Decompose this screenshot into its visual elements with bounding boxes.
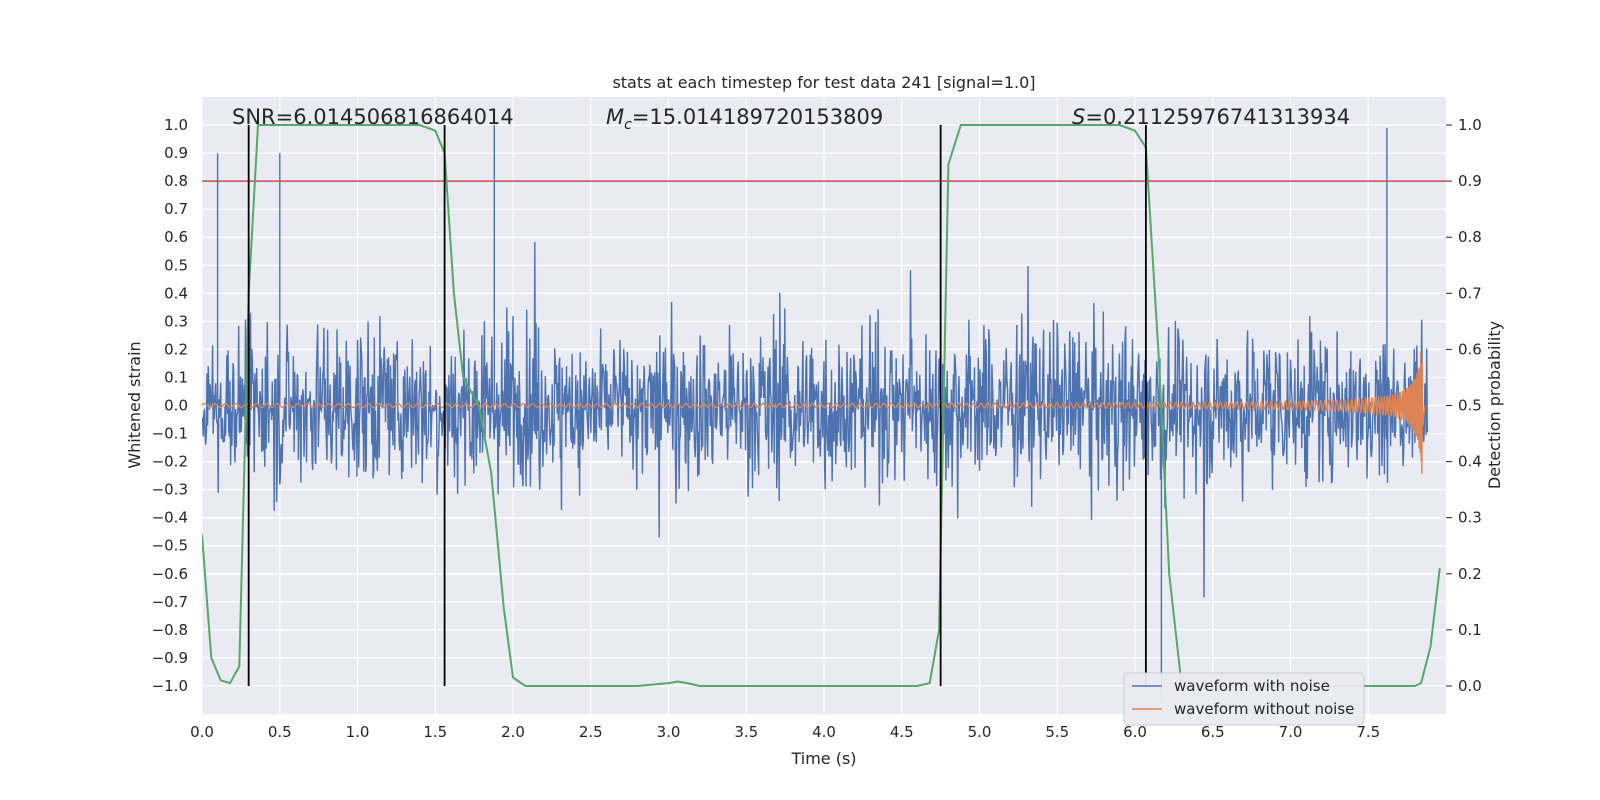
snr-annotation: SNR=6.014506816864014 — [232, 105, 514, 129]
x-tick-label: 7.0 — [1279, 723, 1303, 741]
x-tick-label: 1.5 — [423, 723, 447, 741]
chirp-mass-subscript: c — [624, 117, 632, 133]
y-tick-label-left: −0.1 — [152, 425, 188, 443]
x-tick-label: 0.5 — [268, 723, 292, 741]
y-tick-label-left: −0.3 — [152, 481, 188, 499]
plot-series — [202, 124, 1446, 700]
x-tick-label: 5.0 — [968, 723, 992, 741]
x-tick-label: 2.0 — [501, 723, 525, 741]
y-tick-label-left: −0.9 — [152, 649, 188, 667]
x-tick-label: 6.5 — [1201, 723, 1225, 741]
x-tick-label: 1.0 — [346, 723, 370, 741]
y-tick-label-right: 0.0 — [1458, 677, 1482, 695]
x-tick-label: 3.0 — [657, 723, 681, 741]
y-tick-label-left: 0.0 — [164, 397, 188, 415]
chirp-mass-value: =15.014189720153809 — [632, 105, 883, 129]
y-tick-label-right: 0.6 — [1458, 340, 1482, 358]
y-axis-label-left: Whitened strain — [125, 341, 144, 468]
legend: waveform with noise waveform without noi… — [1123, 672, 1365, 726]
y-tick-label-left: 0.6 — [164, 228, 188, 246]
y-tick-label-left: −0.4 — [152, 509, 188, 527]
y-tick-label-right: 0.9 — [1458, 172, 1482, 190]
y-tick-label-right: 0.8 — [1458, 228, 1482, 246]
x-tick-label: 4.0 — [812, 723, 836, 741]
chirp-mass-symbol: M — [606, 105, 624, 129]
x-tick-label: 3.5 — [734, 723, 758, 741]
y-tick-label-left: 0.9 — [164, 144, 188, 162]
axis-ticks: 0.0 0.5 1.0 1.5 2.0 2.5 3.0 3.5 4.0 4.5 5.0 5.5 6.0 6… — [152, 116, 1482, 741]
y-tick-label-right: 0.7 — [1458, 284, 1482, 302]
y-tick-label-left: −0.6 — [152, 565, 188, 583]
y-tick-label-left: 0.2 — [164, 340, 188, 358]
x-tick-label: 2.5 — [579, 723, 603, 741]
y-axis-label-right: Detection probability — [1485, 321, 1504, 489]
legend-label-clean: waveform without noise — [1174, 700, 1354, 718]
x-tick-label: 5.5 — [1045, 723, 1069, 741]
x-tick-label: 7.5 — [1356, 723, 1380, 741]
y-tick-label-right: 0.4 — [1458, 453, 1482, 471]
detection-probability-line — [202, 124, 1441, 687]
chart-title: stats at each timestep for test data 241… — [612, 73, 1035, 92]
x-tick-label: 4.5 — [890, 723, 914, 741]
clean-waveform-line — [202, 351, 1426, 474]
y-tick-label-left: −0.5 — [152, 537, 188, 555]
s-symbol: S — [1072, 105, 1085, 129]
y-tick-label-left: 0.4 — [164, 284, 188, 302]
y-tick-label-left: −0.7 — [152, 593, 188, 611]
y-tick-label-left: 0.5 — [164, 256, 188, 274]
y-tick-label-left: −0.8 — [152, 621, 188, 639]
y-tick-label-right: 0.1 — [1458, 621, 1482, 639]
y-tick-label-left: −0.2 — [152, 453, 188, 471]
y-tick-label-left: 0.8 — [164, 172, 188, 190]
x-tick-label: 0.0 — [190, 723, 214, 741]
s-annotation: S=0.21125976741313934 — [1072, 105, 1350, 129]
x-axis-label: Time (s) — [790, 749, 856, 768]
y-tick-label-left: 0.3 — [164, 312, 188, 330]
y-tick-label-right: 0.2 — [1458, 565, 1482, 583]
y-tick-label-left: 0.7 — [164, 200, 188, 218]
chirp-mass-annotation: Mc=15.014189720153809 — [606, 105, 883, 133]
noisy-waveform-line — [202, 125, 1428, 700]
legend-box — [1123, 672, 1365, 726]
y-tick-label-right: 1.0 — [1458, 116, 1482, 134]
x-tick-label: 6.0 — [1123, 723, 1147, 741]
y-tick-label-right: 0.5 — [1458, 397, 1482, 415]
s-value: =0.21125976741313934 — [1085, 105, 1350, 129]
y-tick-label-left: −1.0 — [152, 677, 188, 695]
y-tick-label-left: 0.1 — [164, 368, 188, 386]
y-tick-label-left: 1.0 — [164, 116, 188, 134]
y-tick-label-right: 0.3 — [1458, 509, 1482, 527]
legend-label-noise: waveform with noise — [1174, 677, 1330, 695]
